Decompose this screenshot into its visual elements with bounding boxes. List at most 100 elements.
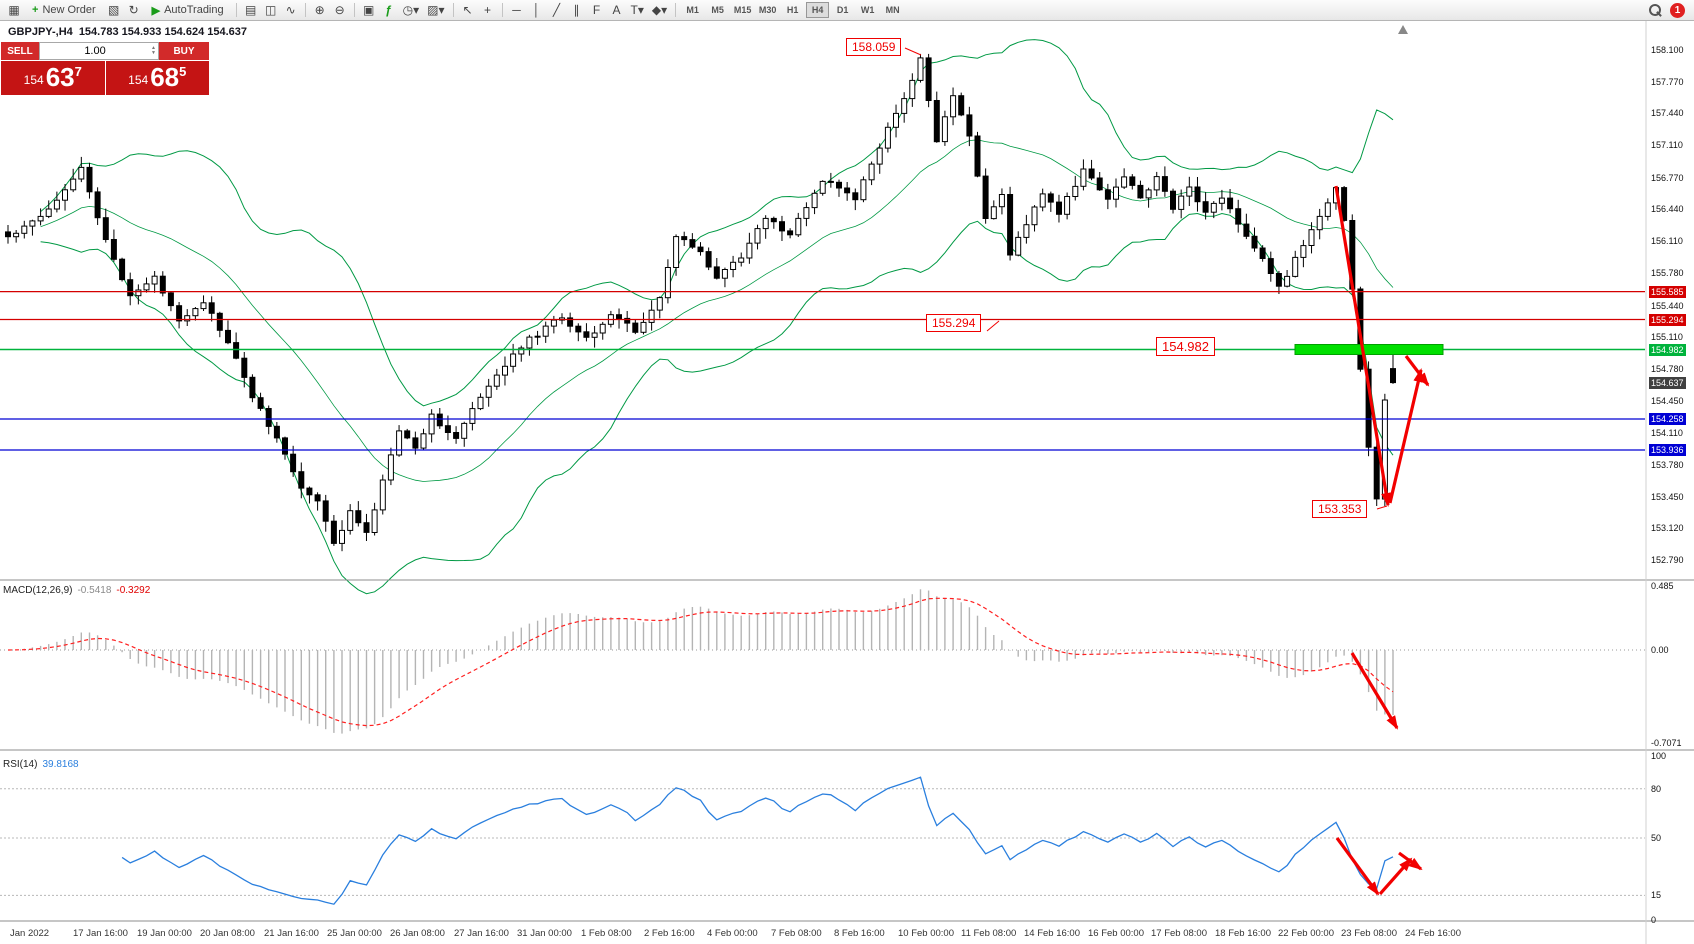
periods-button[interactable]: ◷ ▾ (400, 2, 423, 19)
volume-down-icon[interactable]: ▼ (151, 50, 156, 56)
price-axis-label: 154.450 (1651, 395, 1684, 406)
zoom-in-button[interactable]: ⊕ (311, 2, 329, 19)
toolbar-separator (304, 3, 306, 17)
text-label-button[interactable]: T ▾ (628, 2, 647, 19)
sell-price-display[interactable]: 154 63 7 (1, 61, 105, 95)
volume-up-icon[interactable]: ▲ (151, 45, 156, 51)
time-axis: Jan 2022 17 Jan 16:00 19 Jan 00:00 20 Jan 0… (0, 925, 1694, 943)
price-axis-label: 156.770 (1651, 172, 1684, 183)
vertical-line-button[interactable]: │ (528, 2, 546, 19)
cursor-button[interactable]: ↖ (459, 2, 477, 19)
time-axis-label: 16 Feb 00:00 (1088, 928, 1144, 939)
price-axis-label: 15 (1651, 890, 1662, 901)
channel-icon: ∥ (573, 3, 580, 17)
candlestick-button[interactable]: ◫ (262, 2, 280, 19)
notification-badge[interactable]: 1 (1670, 2, 1685, 18)
price-axis-label: 155.440 (1651, 300, 1684, 311)
timeframe-button-h4[interactable]: H4 (806, 2, 830, 18)
price-callout-155294[interactable]: 155.294 (926, 314, 982, 332)
zoom-out-button[interactable]: ⊖ (331, 2, 349, 19)
timeframe-button-h1[interactable]: H1 (786, 5, 799, 15)
bar-chart-button[interactable]: ▤ (242, 2, 260, 19)
toolbar-separator (675, 3, 677, 17)
trend-arrow[interactable] (1378, 857, 1413, 896)
rsi-name: RSI(14) (3, 759, 38, 770)
fibonacci-icon: F (592, 3, 601, 17)
toolbar-separator (235, 3, 237, 17)
rsi-layer (0, 776, 1645, 905)
timeframe-button-w1[interactable]: W1 (860, 5, 875, 15)
crosshair-button[interactable]: + (479, 2, 497, 19)
time-axis-label: 17 Jan 16:00 (73, 928, 128, 939)
level-lines[interactable] (0, 291, 1645, 451)
refresh-button[interactable]: ↻ (125, 2, 143, 19)
timeframe-button-d1[interactable]: D1 (836, 5, 849, 15)
time-axis-label: 25 Jan 00:00 (327, 928, 382, 939)
caret-down-icon: ▾ (413, 3, 420, 17)
line-chart-icon: ∿ (285, 3, 296, 17)
sell-button[interactable]: SELL (1, 42, 39, 60)
new-order-icon: + (32, 4, 39, 16)
buy-button[interactable]: BUY (159, 42, 209, 60)
horizontal-line-icon: ─ (512, 3, 521, 17)
volume-input[interactable] (40, 45, 151, 57)
new-order-button[interactable]: + New Order (25, 2, 103, 19)
price-axis-label: -0.7071 (1651, 738, 1682, 749)
trendline-icon: ╱ (552, 3, 561, 17)
line-chart-button[interactable]: ∿ (282, 2, 300, 19)
caret-down-icon: ▾ (438, 3, 445, 17)
timeframe-button-m30[interactable]: M30 (758, 5, 777, 15)
time-axis-label: 11 Feb 08:00 (961, 928, 1017, 939)
text-button[interactable]: A (608, 2, 626, 19)
time-axis-label: 27 Jan 16:00 (454, 928, 509, 939)
trend-arrow[interactable] (1335, 837, 1380, 896)
scroll-position-marker[interactable] (1398, 25, 1408, 34)
tile-windows-icon: ▣ (362, 3, 375, 17)
price-callout-153353[interactable]: 153.353 (1312, 500, 1368, 518)
time-axis-label: Jan 2022 (10, 928, 50, 939)
annotations[interactable] (904, 47, 1444, 896)
highlight-rectangle[interactable] (1294, 344, 1444, 355)
channel-button[interactable]: ∥ (568, 2, 586, 19)
trend-arrow[interactable] (1398, 851, 1423, 871)
timeframe-button-m15[interactable]: M15 (733, 5, 752, 15)
fibonacci-button[interactable]: F (588, 2, 606, 19)
time-axis-label: 22 Feb 00:00 (1278, 928, 1334, 939)
price-axis-label: 100 (1651, 751, 1667, 761)
zoom-in-icon: ⊕ (314, 3, 325, 17)
trend-arrow[interactable] (1350, 652, 1399, 730)
time-axis-label: 18 Feb 16:00 (1215, 928, 1271, 939)
search-icon[interactable] (1649, 3, 1662, 17)
tile-windows-button[interactable]: ▣ (360, 2, 378, 19)
horizontal-line-button[interactable]: ─ (508, 2, 526, 19)
timeframe-button-m5[interactable]: M5 (711, 5, 724, 15)
trendline-button[interactable]: ╱ (548, 2, 566, 19)
shapes-button[interactable]: ◆ ▾ (649, 2, 670, 19)
rsi-value: 39.8168 (42, 759, 79, 770)
autotrading-button[interactable]: ▶ AutoTrading (145, 2, 231, 19)
buy-price-display[interactable]: 154 68 5 (105, 61, 209, 95)
timeframe-button-mn[interactable]: MN (885, 5, 900, 15)
templates-button[interactable]: ▨ ▾ (424, 2, 447, 19)
trend-arrow[interactable] (1334, 185, 1392, 507)
trend-arrow[interactable] (1404, 355, 1430, 387)
price-axis-label: 153.450 (1651, 491, 1684, 502)
time-axis-label: 24 Feb 16:00 (1405, 928, 1461, 939)
price-callout-154982[interactable]: 154.982 (1156, 337, 1215, 356)
text-label-icon: T (630, 3, 638, 17)
time-axis-label: 20 Jan 08:00 (200, 928, 255, 939)
trend-arrow[interactable] (1388, 368, 1424, 504)
crosshair-icon: + (484, 3, 492, 17)
price-axis-label: 157.110 (1651, 140, 1683, 151)
price-axis-label: 0.00 (1651, 645, 1669, 655)
timeframe-button-m1[interactable]: M1 (686, 5, 699, 15)
profiles-button[interactable]: ▧ (105, 2, 123, 19)
new-chart-button[interactable]: ▦ (5, 2, 23, 19)
buy-price-prefix: 154 (128, 73, 149, 87)
price-callout-158059[interactable]: 158.059 (846, 38, 902, 56)
new-chart-icon: ▦ (8, 3, 20, 17)
price-axis-label: 155.780 (1651, 267, 1684, 278)
volume-stepper[interactable]: ▲ ▼ (150, 46, 157, 56)
indicators-button[interactable]: ƒ (380, 2, 398, 19)
